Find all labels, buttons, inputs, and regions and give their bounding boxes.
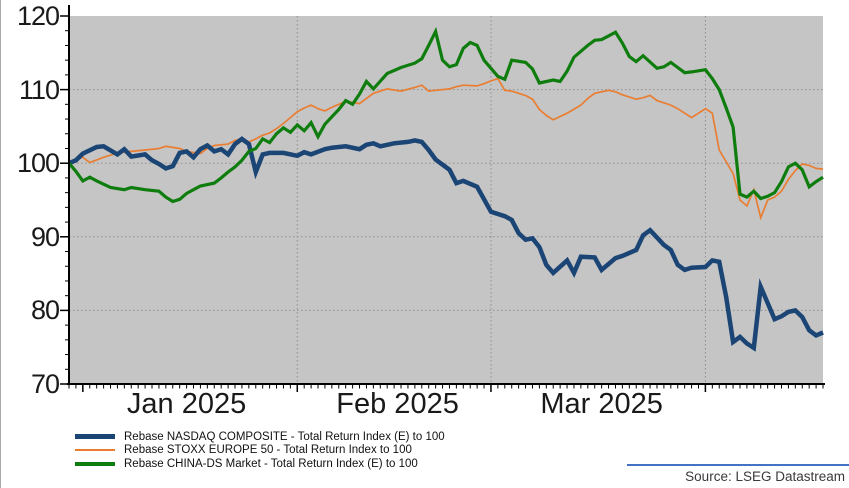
x-month-label: Mar 2025 (540, 388, 663, 420)
y-tick-label-110: 110 (18, 74, 60, 105)
legend-label: Rebase CHINA-DS Market - Total Return In… (124, 457, 418, 470)
y-tick-label-100: 100 (16, 148, 60, 179)
y-tick-label-120: 120 (16, 1, 60, 31)
series-line-china (67, 26, 824, 204)
plot-background (69, 16, 823, 384)
source-note-text: Source: LSEG Datastream (685, 469, 845, 484)
y-tick-label-80: 80 (30, 295, 60, 326)
legend-swatch (75, 434, 115, 440)
legend-label: Rebase STOXX EUROPE 50 - Total Return In… (124, 444, 412, 457)
legend: Rebase NASDAQ COMPOSITE - Total Return I… (75, 430, 445, 471)
series-line-stoxx (68, 77, 824, 221)
x-month-label: Jan 2025 (126, 388, 247, 420)
x-month-label: Feb 2025 (336, 388, 459, 420)
legend-item: Rebase CHINA-DS Market - Total Return In… (75, 457, 445, 471)
legend-item: Rebase NASDAQ COMPOSITE - Total Return I… (75, 430, 445, 444)
legend-item: Rebase STOXX EUROPE 50 - Total Return In… (75, 444, 445, 458)
y-tick-label-70: 70 (30, 369, 60, 399)
legend-swatch (75, 449, 115, 452)
source-note-block: Source: LSEG Datastream (627, 464, 849, 486)
y-tick-label-90: 90 (30, 221, 60, 252)
legend-label: Rebase NASDAQ COMPOSITE - Total Return I… (124, 430, 445, 443)
series-line-nasdaq (68, 136, 824, 352)
legend-swatch (75, 461, 115, 466)
